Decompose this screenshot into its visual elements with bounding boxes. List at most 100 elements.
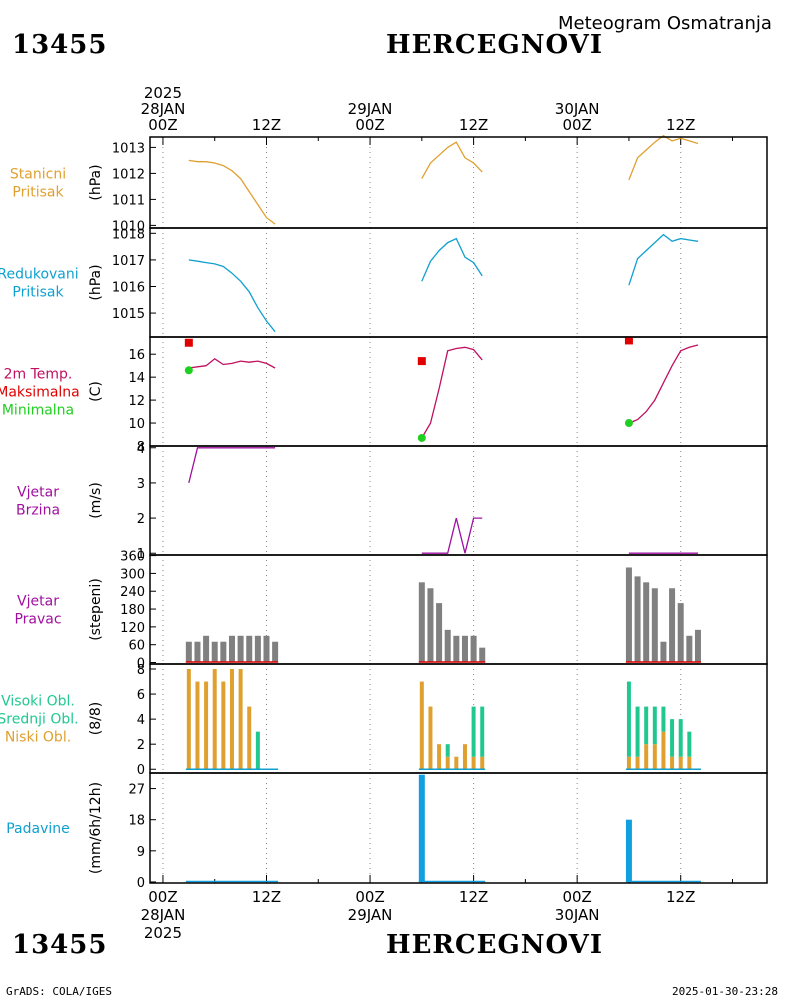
time-label-top: 28JAN <box>141 100 186 118</box>
time-label-top: 29JAN <box>348 100 393 118</box>
y-axis-label: (C) <box>88 381 104 402</box>
time-label-bottom: 00Z <box>148 888 177 906</box>
cloud-bar <box>670 756 675 770</box>
data-bar <box>418 774 425 882</box>
cloud-bar <box>687 731 692 757</box>
data-bar <box>479 647 486 663</box>
panel-frame <box>149 445 768 556</box>
station-id-bottom: 13455 <box>12 930 108 960</box>
cloud-bar <box>186 669 191 770</box>
y-tick-label: 1 <box>137 547 145 562</box>
y-tick-label: 16 <box>128 348 145 363</box>
panel-frame <box>149 336 768 447</box>
cloud-bar <box>238 669 243 770</box>
cloud-bar <box>678 719 683 757</box>
series-line <box>421 346 483 439</box>
y-tick-label: 1017 <box>112 254 145 269</box>
y-tick-label: 14 <box>128 371 145 386</box>
data-bar <box>194 641 201 663</box>
y-tick-label: 0 <box>137 876 145 891</box>
data-bar <box>211 641 218 663</box>
y-tick-label: 0 <box>137 657 145 672</box>
panel-title-line: Visoki Obl. <box>1 694 75 710</box>
y-axis-label: (hPa) <box>88 264 104 300</box>
y-tick-label: 1010 <box>112 219 145 234</box>
data-bar <box>686 635 693 663</box>
y-tick-label: 9 <box>137 845 145 860</box>
panel-title-line: Pritisak <box>12 285 64 301</box>
y-tick-label: 0 <box>137 763 145 778</box>
cloud-bar <box>480 756 485 770</box>
y-tick-label: 1015 <box>112 307 145 322</box>
cloud-bar <box>635 756 640 770</box>
cloud-bar <box>445 744 450 757</box>
time-label-top: 00Z <box>148 116 177 134</box>
data-bar <box>246 635 253 663</box>
y-tick-label: 1012 <box>112 167 145 182</box>
cloud-bar <box>471 706 476 757</box>
data-bar <box>660 641 667 663</box>
y-tick-label: 120 <box>120 621 145 636</box>
cloud-bar <box>678 756 683 770</box>
series-line <box>421 517 483 554</box>
footer-right: 2025-01-30-23:28 <box>672 985 778 998</box>
y-tick-label: 180 <box>120 603 145 618</box>
panel-title-line: Stanicni <box>10 167 66 183</box>
data-bar <box>263 635 270 663</box>
max-temp-marker <box>417 357 426 366</box>
time-label-top: 2025 <box>144 84 182 102</box>
panel-frame <box>149 772 768 884</box>
station-name-bottom: HERCEGNOVI <box>386 930 603 960</box>
min-temp-marker <box>624 419 633 428</box>
cloud-bar <box>229 669 234 770</box>
cloud-bar <box>471 756 476 770</box>
cloud-bar <box>437 744 442 770</box>
y-tick-label: 4 <box>137 713 145 728</box>
series-line <box>188 357 276 369</box>
time-label-top: 12Z <box>252 116 281 134</box>
cloud-bar <box>247 706 252 770</box>
cloud-bar <box>419 681 424 770</box>
data-bar <box>418 582 425 663</box>
data-bar <box>185 641 192 663</box>
data-bar <box>461 635 468 663</box>
cloud-bar <box>454 756 459 770</box>
data-bar <box>634 576 641 663</box>
time-label-bottom: 12Z <box>459 888 488 906</box>
min-temp-marker <box>184 366 193 375</box>
panel-title-line: Maksimalna <box>0 385 80 401</box>
series-line <box>421 237 483 282</box>
cloud-bar <box>635 706 640 757</box>
time-label-top: 12Z <box>459 116 488 134</box>
panel-title-line: Vjetar <box>17 594 59 610</box>
y-axis-label: (m/s) <box>88 482 104 519</box>
data-bar <box>237 635 244 663</box>
y-tick-label: 1011 <box>112 193 145 208</box>
time-label-bottom: 00Z <box>562 888 591 906</box>
cloud-bar <box>644 744 649 770</box>
y-tick-label: 300 <box>120 567 145 582</box>
cloud-bar <box>661 731 666 770</box>
data-bar <box>643 582 650 663</box>
min-temp-marker <box>417 433 426 442</box>
data-bar <box>470 635 477 663</box>
data-bar <box>228 635 235 663</box>
cloud-bar <box>462 744 467 770</box>
cloud-bar <box>195 681 200 770</box>
cloud-bar <box>428 706 433 770</box>
series-line <box>188 259 276 333</box>
cloud-bar <box>652 706 657 745</box>
y-tick-label: 8 <box>137 440 145 455</box>
y-tick-label: 1016 <box>112 280 145 295</box>
cloud-bar <box>204 681 209 770</box>
data-bar <box>453 635 460 663</box>
time-label-top: 12Z <box>666 116 695 134</box>
time-label-top: 00Z <box>562 116 591 134</box>
y-tick-label: 240 <box>120 585 145 600</box>
time-label-bottom: 30JAN <box>555 906 600 924</box>
cloud-bar <box>670 719 675 757</box>
time-label-top: 30JAN <box>555 100 600 118</box>
panel-title-line: Padavine <box>6 821 70 837</box>
cloud-bar <box>255 731 260 770</box>
